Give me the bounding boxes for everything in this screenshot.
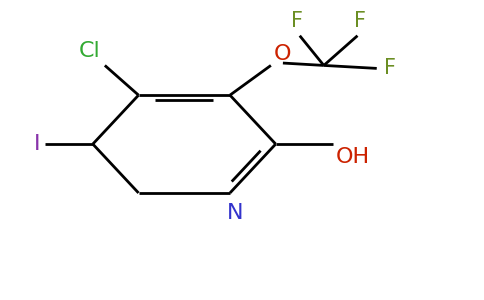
Text: N: N bbox=[227, 203, 243, 224]
Text: O: O bbox=[273, 44, 291, 64]
Text: F: F bbox=[384, 58, 396, 78]
Text: OH: OH bbox=[336, 147, 370, 167]
Text: F: F bbox=[291, 11, 303, 31]
Text: F: F bbox=[354, 11, 366, 31]
Text: I: I bbox=[33, 134, 40, 154]
Text: Cl: Cl bbox=[78, 41, 100, 61]
